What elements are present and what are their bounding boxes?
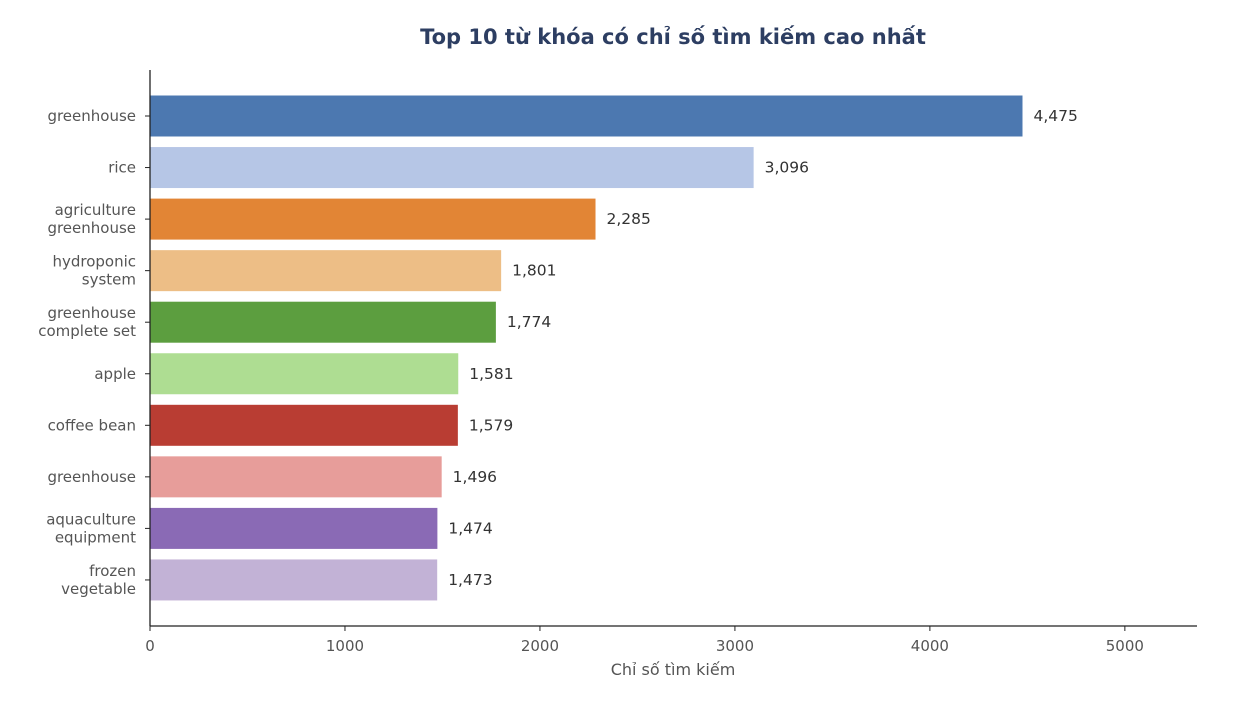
category-label: coffee bean (48, 416, 136, 434)
category-label: greenhouse (47, 468, 136, 486)
value-label: 1,579 (469, 416, 513, 434)
value-label: 2,285 (607, 210, 651, 228)
bar-10 (150, 559, 438, 601)
category-label: rice (108, 159, 136, 177)
category-label-line: complete set (38, 322, 136, 340)
category-label-line: greenhouse (47, 219, 136, 237)
bar-1 (150, 95, 1023, 137)
value-label: 1,474 (448, 519, 492, 537)
category-label: agriculture greenhouse (47, 201, 136, 237)
bar-7 (150, 404, 458, 446)
category-label: hydroponic system (52, 253, 136, 289)
bar-4 (150, 250, 502, 292)
value-label: 1,473 (448, 571, 492, 589)
bar-6 (150, 353, 459, 395)
category-label: greenhouse (47, 107, 136, 125)
value-label: 4,475 (1034, 107, 1078, 125)
value-label: 1,774 (507, 313, 551, 331)
category-label: greenhouse complete set (38, 304, 136, 340)
category-label-line: greenhouse (47, 304, 136, 322)
x-tick-label: 1000 (326, 637, 364, 655)
category-label-line: greenhouse (47, 468, 136, 486)
category-label-line: apple (94, 365, 136, 383)
x-axis-title: Chỉ số tìm kiếm (611, 660, 736, 679)
axes: 0 1000 2000 3000 4000 5000 (145, 70, 1197, 655)
value-label: 1,581 (469, 365, 513, 383)
bars-layer (150, 95, 1023, 601)
category-label-line: hydroponic (52, 253, 136, 271)
value-labels: 4,475 3,096 2,285 1,801 1,774 1,581 1,579 1,496… (448, 107, 1078, 589)
x-tick-label: 0 (145, 637, 155, 655)
chart-title: Top 10 từ khóa có chỉ số tìm kiếm cao nh… (420, 25, 926, 49)
bar-9 (150, 507, 438, 549)
value-label: 1,496 (453, 468, 497, 486)
category-label: frozen vegetable (61, 562, 136, 598)
bar-3 (150, 198, 596, 240)
category-label-line: coffee bean (48, 416, 136, 434)
bar-2 (150, 147, 754, 189)
category-label-line: greenhouse (47, 107, 136, 125)
category-label-line: frozen (89, 562, 136, 580)
x-tick-label: 3000 (716, 637, 754, 655)
category-label: apple (94, 365, 136, 383)
x-tick-label: 2000 (521, 637, 559, 655)
category-label: aquaculture equipment (46, 510, 136, 546)
category-label-line: system (82, 271, 136, 289)
category-label-line: aquaculture (46, 510, 136, 528)
value-label: 3,096 (765, 159, 809, 177)
bar-8 (150, 456, 442, 498)
category-label-line: rice (108, 159, 136, 177)
x-tick-label: 5000 (1106, 637, 1144, 655)
category-label-line: equipment (55, 528, 136, 546)
x-tick-label: 4000 (911, 637, 949, 655)
category-label-line: agriculture (55, 201, 136, 219)
category-label-line: vegetable (61, 580, 136, 598)
bar-5 (150, 301, 496, 343)
value-label: 1,801 (512, 262, 556, 280)
